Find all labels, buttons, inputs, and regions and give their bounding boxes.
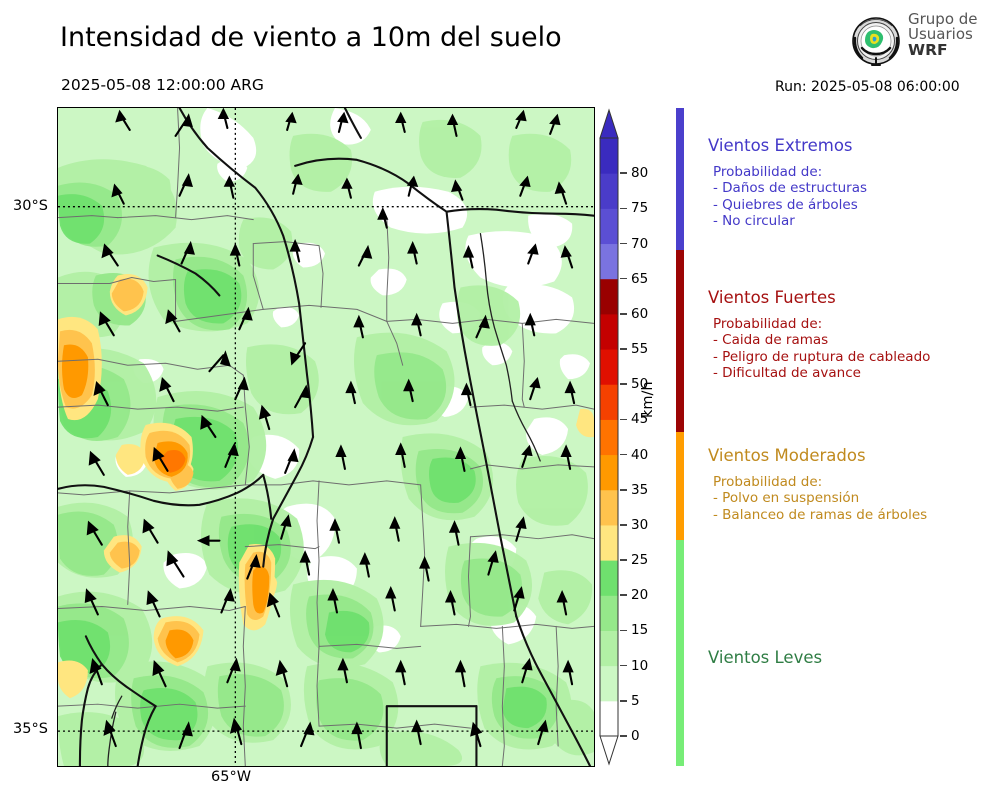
globe-emblem-icon [852,17,900,66]
colorbar-segment [600,595,618,631]
colorbar-tick [620,277,627,280]
legend-lines-extremos: Probabilidad de: - Daños de estructuras - … [713,164,867,230]
page-title: Intensidad de viento a 10m del suelo [60,22,562,53]
colorbar-tick [620,524,627,526]
category-bar-segment-extremos [676,108,684,250]
colorbar-segment [600,489,618,526]
legend-group-leves: Vientos Leves [708,648,822,676]
colorbar-segment [600,560,618,596]
legend-group-fuertes: Vientos Fuertes Probabilidad de: - Caida d… [708,288,930,382]
colorbar-tick [620,488,627,491]
colorbar-segment [600,454,618,491]
legend-line: Probabilidad de: [713,164,823,180]
colorbar-tick-label: 40 [631,446,649,463]
colorbar-tick [620,664,627,667]
category-bar-segment-fuertes [676,250,684,432]
run-time-label: Run: 2025-05-08 06:00:00 [775,79,960,95]
logo-line-2: Usuarios [908,25,973,44]
legend-line: - Quiebres de árboles [713,196,858,213]
colorbar-tick [620,383,627,386]
colorbar-segment [600,384,618,420]
colorbar-gradient [599,108,619,766]
brand-logo: Grupo de Usuarios WRF [848,10,993,74]
colorbar-tick-label: 55 [631,341,649,358]
colorbar-tick-label: 15 [631,622,649,639]
logo-wordmark: Grupo de Usuarios WRF [908,10,978,59]
legend-line: Probabilidad de: [713,316,823,332]
colorbar-segment [600,313,618,350]
legend-heading-extremos: Vientos Extremos [708,136,853,155]
category-bar-segment-moderados [676,432,684,540]
colorbar-tick [620,700,627,702]
colorbar-tick-label: 5 [631,692,640,709]
legend-line: - Dificultad de avance [713,365,861,382]
colorbar-segment [600,665,618,702]
colorbar-tick-label: 10 [631,657,649,674]
colorbar-segment [600,138,618,174]
map-contour-canvas [58,108,594,766]
colorbar-tick-label: 0 [631,728,640,744]
colorbar-tick-label: 25 [631,552,649,569]
colorbar-tick-label: 20 [631,587,649,604]
category-bar-segment-leves [676,540,684,766]
colorbar-tick [620,172,627,174]
legend-heading-leves: Vientos Leves [708,648,823,667]
lon-label-65w: 65°W [211,769,252,785]
colorbar-segment [600,700,618,737]
wind-speed-map[interactable] [57,107,595,767]
logo-line-1: Grupo de [908,10,978,28]
colorbar-tick [620,629,627,632]
colorbar-segment [600,278,618,315]
legend-group-extremos: Vientos Extremos Probabilidad de: - Daños … [708,136,867,230]
colorbar-tick-label: 35 [631,481,649,498]
legend-line: - No circular [713,213,795,230]
colorbar-tick-label: 30 [631,516,649,533]
legend-heading-fuertes: Vientos Fuertes [708,288,836,307]
colorbar-segment [600,349,618,385]
severity-legend: Vientos Extremos Probabilidad de: - Daños … [700,108,1000,768]
colorbar-tick [620,207,627,210]
legend-line: - Daños de estructuras [713,180,868,197]
legend-lines-moderados: Probabilidad de: - Polvo en suspensión - B… [713,474,927,523]
colorbar-tick-label: 70 [631,235,649,252]
legend-line: Probabilidad de: [713,474,823,490]
colorbar-tick-label: 65 [631,270,649,287]
colorbar-segment [600,208,618,245]
colorbar-tick-label: 60 [631,305,649,322]
logo-line-3: WRF [908,40,948,59]
legend-group-moderados: Vientos Moderados Probabilidad de: - Polvo… [708,446,927,523]
legend-line: - Balanceo de ramas de árboles [713,506,928,523]
colorbar-segment [600,419,618,456]
valid-time-label: 2025-05-08 12:00:00 ARG [61,76,264,94]
legend-line: - Caida de ramas [713,332,829,349]
colorbar-tick [620,348,627,350]
colorbar-segment [600,243,618,280]
legend-lines-fuertes: Probabilidad de: - Caida de ramas - Peligr… [713,316,930,382]
colorbar-tick-label: 50 [631,376,649,393]
colorbar-tick [620,735,627,737]
colorbar-segment [600,630,618,667]
legend-line: - Peligro de ruptura de cableado [713,348,931,365]
colorbar-tick-label: 75 [631,200,649,217]
colorbar-unit-label: km/h [640,381,656,418]
severity-category-bar [676,108,684,766]
colorbar-tick-label: 80 [631,165,649,182]
colorbar-tick [620,242,627,245]
colorbar-tick [620,313,627,315]
lat-label-30s: 30°S [13,198,48,214]
legend-line: - Polvo en suspensión [713,490,860,507]
colorbar-tick [620,418,627,421]
colorbar-axis: 0 5 10 15 20 25 30 35 40 45 50 55 60 65 70 75 80 [620,108,666,766]
wind-speed-colorbar[interactable] [598,108,620,766]
lat-label-35s: 35°S [13,721,48,737]
colorbar-tick [620,594,627,597]
colorbar-segment [600,173,618,209]
colorbar-tick-label: 45 [631,411,649,428]
colorbar-segment [600,524,618,561]
colorbar-tick [620,559,627,561]
colorbar-tick [620,453,627,456]
legend-heading-moderados: Vientos Moderados [708,446,866,465]
